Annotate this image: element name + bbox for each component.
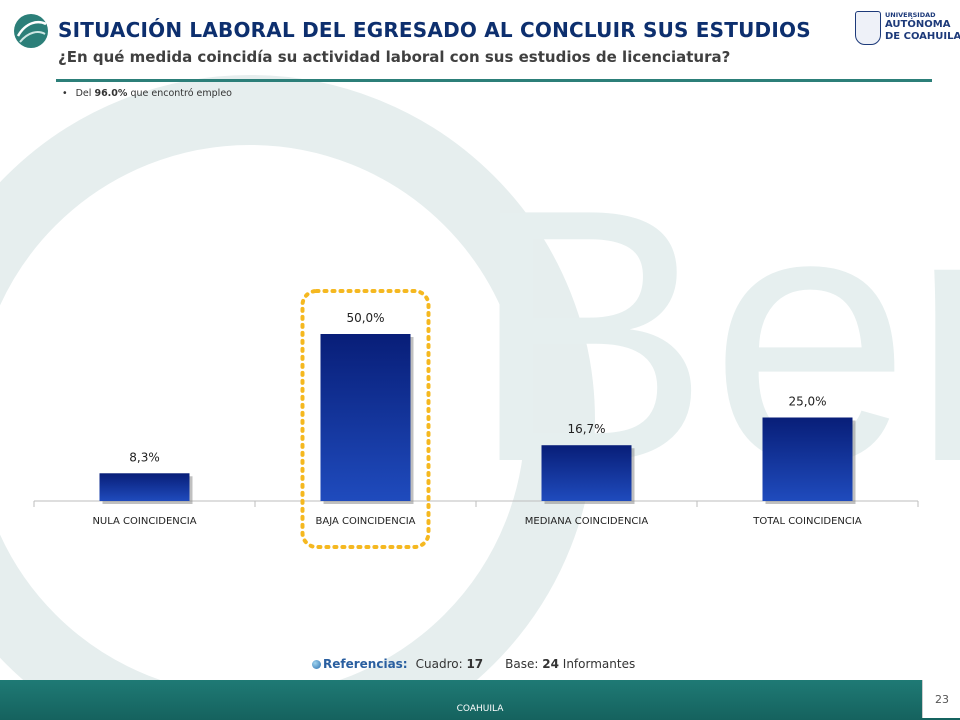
page-number: 23 xyxy=(922,680,960,718)
data-label: 50,0% xyxy=(346,311,384,325)
category-label: MEDIANA COINCIDENCIA xyxy=(525,516,649,527)
university-logo-line1: UNIVERSIDAD xyxy=(885,11,936,19)
university-seal-icon xyxy=(855,11,881,45)
cuadro-label: Cuadro: xyxy=(415,657,463,671)
bar-mediana-coincidencia xyxy=(541,445,632,501)
base-suffix: Informantes xyxy=(562,657,636,671)
data-label: 16,7% xyxy=(567,422,605,436)
note-prefix: Del xyxy=(75,88,92,99)
references-line: Referencias: Cuadro: 17 Base: 24 Informant… xyxy=(312,657,635,671)
note-percent: 96.0% xyxy=(94,88,128,99)
bar-total-coincidencia xyxy=(762,417,853,501)
footer-bar xyxy=(0,680,960,720)
data-label: 25,0% xyxy=(788,395,826,409)
globe-logo-icon xyxy=(14,14,48,48)
university-logo-line2: AUTÓNOMA xyxy=(885,19,951,30)
category-label: NULA COINCIDENCIA xyxy=(92,516,196,527)
header-divider xyxy=(56,79,932,82)
university-logo: UNIVERSIDAD AUTÓNOMA DE COAHUILA xyxy=(855,8,960,48)
page-subtitle: ¿En qué medida coincidía su actividad la… xyxy=(58,48,731,66)
category-label: BAJA COINCIDENCIA xyxy=(316,516,416,527)
bullet-icon: • xyxy=(62,88,68,99)
page-title: SITUACIÓN LABORAL DEL EGRESADO AL CONCLU… xyxy=(58,18,811,42)
cuadro-value: 17 xyxy=(466,657,484,671)
base-label: Base: xyxy=(505,657,539,671)
base-value: 24 xyxy=(542,657,559,671)
employment-note: • Del 96.0% que encontró empleo xyxy=(62,88,232,99)
footer-text: COAHUILA xyxy=(456,704,504,714)
note-suffix: que encontró empleo xyxy=(130,88,232,99)
category-label: TOTAL COINCIDENCIA xyxy=(752,516,862,527)
highlight-dotted-frame xyxy=(300,289,431,549)
data-label: 8,3% xyxy=(129,450,160,464)
bar-nula-coincidencia xyxy=(99,473,190,501)
bar-baja-coincidencia xyxy=(320,334,411,501)
references-bullet-icon xyxy=(312,660,321,669)
references-label: Referencias: xyxy=(323,657,408,671)
university-logo-line3: DE COAHUILA xyxy=(885,31,960,42)
